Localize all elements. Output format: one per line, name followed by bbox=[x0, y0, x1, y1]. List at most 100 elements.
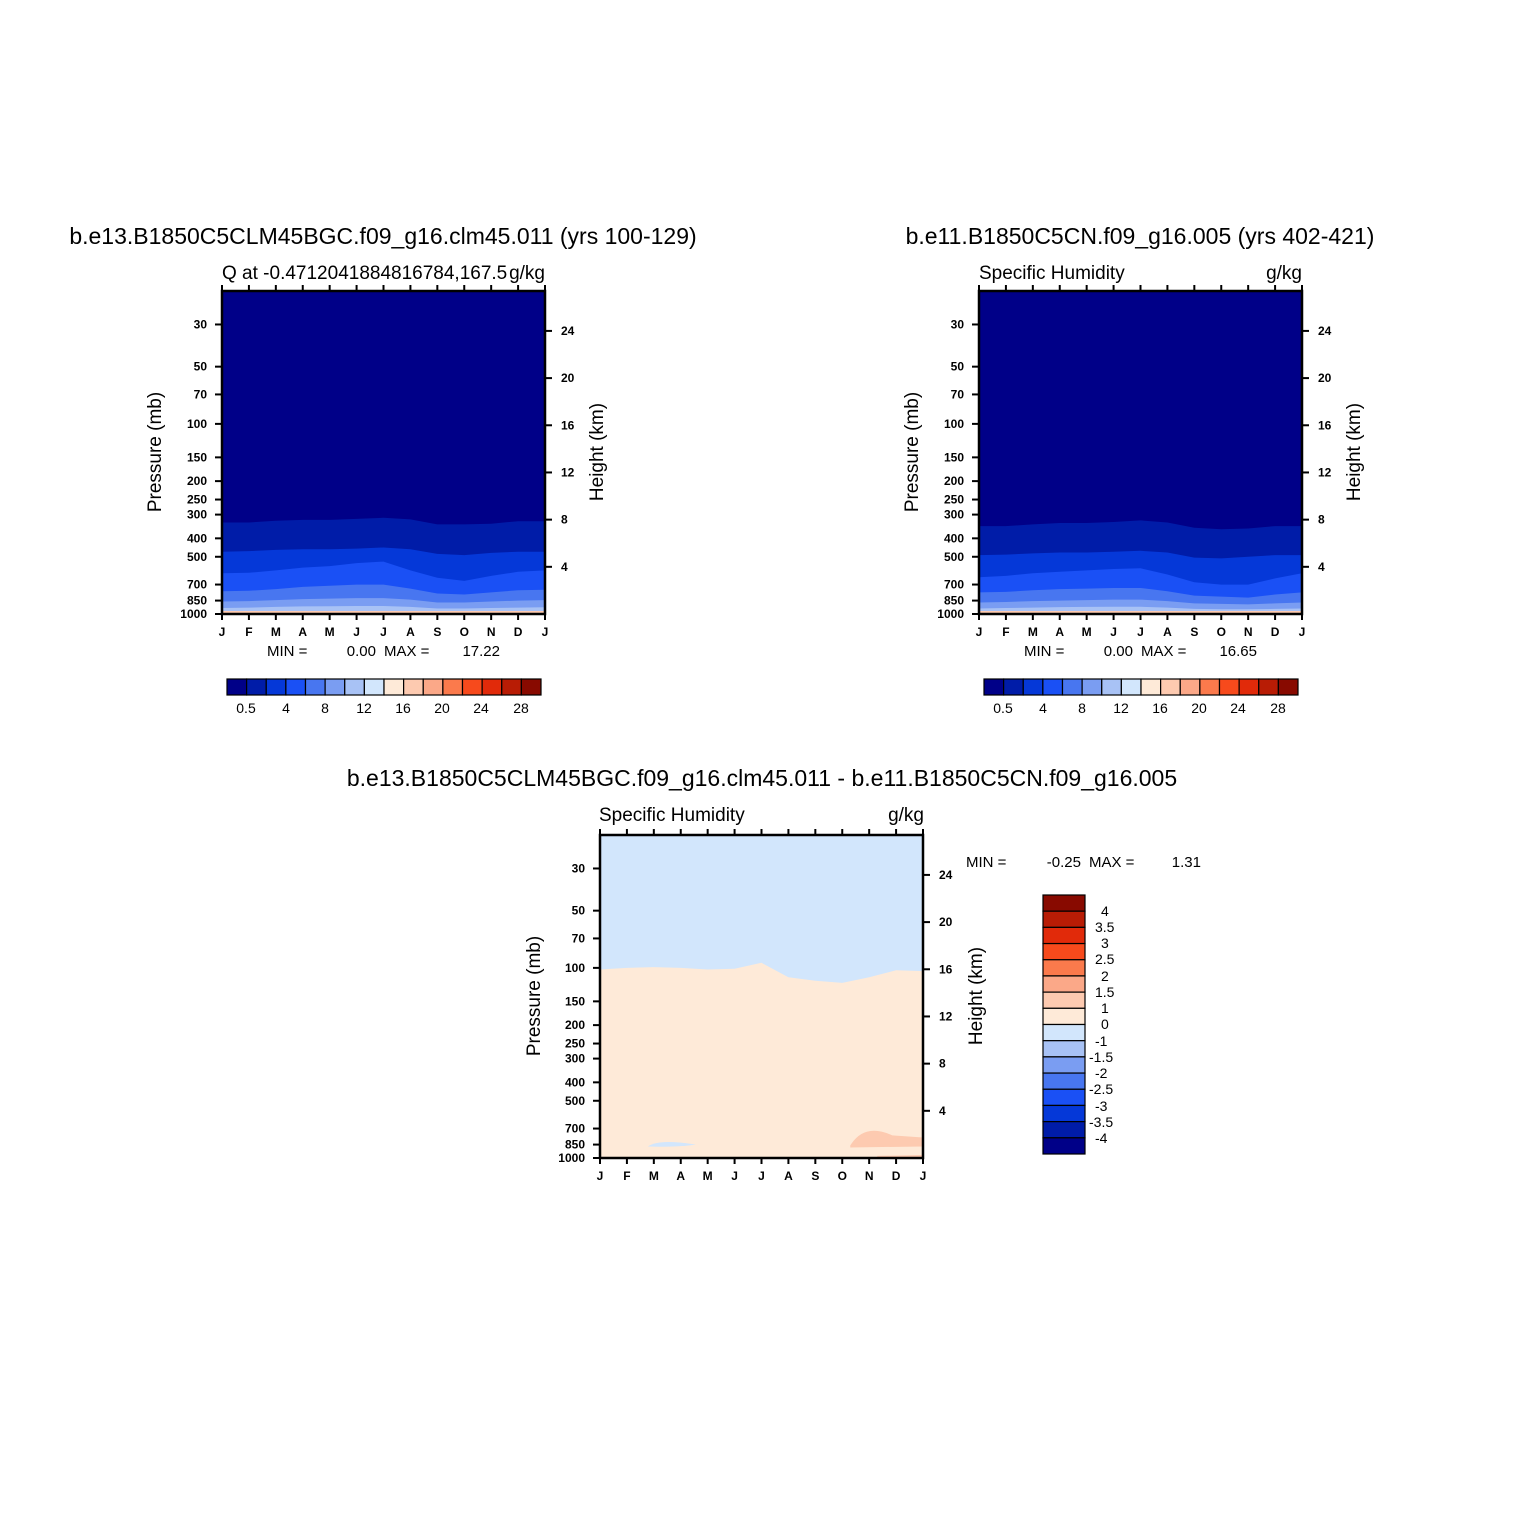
y-tick-label: 250 bbox=[944, 493, 964, 507]
y-tick-label: 1000 bbox=[937, 607, 964, 621]
y-tick-label: 700 bbox=[565, 1122, 585, 1136]
x-tick-label: A bbox=[406, 625, 415, 639]
x-tick-label: N bbox=[487, 625, 496, 639]
colorbar-box bbox=[265, 678, 287, 696]
y-tick-label: 250 bbox=[187, 493, 207, 507]
panel-3-cb-label: -1 bbox=[1095, 1033, 1108, 1049]
panel-3-ylabel-right: Height (km) bbox=[966, 947, 987, 1045]
panel-3-cb-label: 3 bbox=[1101, 935, 1109, 951]
colorbar-box bbox=[1042, 894, 1086, 912]
x-tick-label: D bbox=[1271, 625, 1280, 639]
panel-1-subtitle-right: g/kg bbox=[509, 263, 545, 284]
y-right-tick-label: 24 bbox=[939, 868, 953, 882]
y-tick-label: 200 bbox=[565, 1018, 585, 1032]
panel-2-cb-label: 8 bbox=[1078, 700, 1086, 716]
panel-1-cb-label: 8 bbox=[321, 700, 329, 716]
panel-1-max-label: MAX = bbox=[384, 643, 430, 660]
panel-3-cb-label: 2 bbox=[1101, 968, 1109, 984]
colorbar-box bbox=[1061, 678, 1083, 696]
y-tick-label: 1000 bbox=[180, 607, 207, 621]
colorbar-box bbox=[344, 678, 365, 696]
panel-3-cb-label: -3.5 bbox=[1089, 1114, 1113, 1130]
colorbar-box bbox=[442, 678, 464, 696]
y-tick-label: 300 bbox=[944, 508, 964, 522]
y-right-tick-label: 8 bbox=[939, 1057, 946, 1071]
contour-band bbox=[600, 962, 923, 1158]
colorbar-box bbox=[1258, 678, 1279, 696]
x-tick-label: J bbox=[1299, 625, 1306, 639]
panel-1-cb-label: 28 bbox=[513, 700, 529, 716]
y-right-tick-label: 4 bbox=[561, 560, 568, 574]
colorbar-box bbox=[1042, 1121, 1086, 1139]
colorbar-box bbox=[383, 678, 405, 696]
x-tick-label: A bbox=[298, 625, 307, 639]
panel-2-colorbar-labels: 0.5 4 8 12 16 20 24 28 bbox=[993, 700, 1286, 716]
panel-2-min-label: MIN = bbox=[1024, 643, 1065, 660]
x-tick-label: S bbox=[433, 625, 441, 639]
panel-1-cb-label: 4 bbox=[282, 700, 290, 716]
y-right-tick-label: 12 bbox=[939, 1009, 953, 1023]
panel-2-cb-label: 4 bbox=[1039, 700, 1047, 716]
x-tick-label: J bbox=[976, 625, 983, 639]
colorbar-box bbox=[1042, 942, 1086, 961]
colorbar-box bbox=[1140, 678, 1162, 696]
y-tick-label: 1000 bbox=[558, 1151, 585, 1165]
contour-band bbox=[979, 611, 1302, 614]
panel-2-cb-label: 12 bbox=[1113, 700, 1129, 716]
panel-2-cb-label: 0.5 bbox=[993, 700, 1013, 716]
panel-2-ylabel-right: Height (km) bbox=[1344, 403, 1365, 501]
colorbar-box bbox=[461, 678, 483, 696]
colorbar-box bbox=[1179, 678, 1201, 696]
y-right-tick-label: 4 bbox=[1318, 560, 1325, 574]
panel-3-subtitle-left: Specific Humidity bbox=[599, 805, 745, 826]
y-right-tick-label: 8 bbox=[561, 513, 568, 527]
panel-1-title: b.e13.B1850C5CLM45BGC.f09_g16.clm45.011 … bbox=[69, 223, 696, 249]
y-right-tick-label: 24 bbox=[561, 324, 575, 338]
y-tick-label: 300 bbox=[187, 508, 207, 522]
colorbar-box bbox=[1042, 1072, 1086, 1090]
contour-band bbox=[647, 1141, 696, 1147]
x-tick-label: D bbox=[892, 1169, 901, 1183]
x-tick-label: M bbox=[325, 625, 335, 639]
panel-3-colorbar-labels: 4 3.5 3 2.5 2 1.5 1 0 -1 -1.5 -2 -2.5 -3… bbox=[1089, 903, 1115, 1146]
x-tick-label: M bbox=[1028, 625, 1038, 639]
y-tick-label: 500 bbox=[565, 1094, 585, 1108]
y-tick-label: 100 bbox=[565, 961, 585, 975]
panel-1-colorbar-labels: 0.5 4 8 12 16 20 24 28 bbox=[236, 700, 529, 716]
colorbar-box bbox=[1003, 678, 1024, 696]
panel-1-cb-label: 20 bbox=[434, 700, 450, 716]
x-tick-label: S bbox=[1190, 625, 1198, 639]
y-right-tick-label: 16 bbox=[939, 962, 953, 976]
x-tick-label: S bbox=[811, 1169, 819, 1183]
x-tick-label: J bbox=[758, 1169, 765, 1183]
y-tick-label: 100 bbox=[187, 417, 207, 431]
colorbar-box bbox=[1042, 975, 1086, 993]
panel-3-subtitle-right: g/kg bbox=[888, 805, 924, 826]
y-right-tick-label: 16 bbox=[561, 418, 575, 432]
colorbar-box bbox=[363, 678, 385, 696]
panel-3-cb-label: 2.5 bbox=[1095, 951, 1115, 967]
colorbar-box bbox=[1218, 678, 1240, 696]
panel-3-title: b.e13.B1850C5CLM45BGC.f09_g16.clm45.011 … bbox=[347, 765, 1177, 791]
contour-band bbox=[850, 1130, 923, 1148]
x-tick-label: J bbox=[542, 625, 549, 639]
y-tick-label: 100 bbox=[944, 417, 964, 431]
x-tick-label: O bbox=[460, 625, 469, 639]
panel-2-cb-label: 20 bbox=[1191, 700, 1207, 716]
panel-3-cb-label: -2.5 bbox=[1089, 1081, 1113, 1097]
y-right-tick-label: 16 bbox=[1318, 418, 1332, 432]
colorbar-box bbox=[1042, 959, 1086, 977]
x-tick-label: J bbox=[1137, 625, 1144, 639]
y-right-tick-label: 20 bbox=[939, 915, 953, 929]
x-tick-label: J bbox=[380, 625, 387, 639]
colorbar-box bbox=[1160, 678, 1181, 696]
panel-3-min-label: MIN = bbox=[966, 854, 1007, 871]
x-tick-label: A bbox=[676, 1169, 685, 1183]
panel-3-cb-label: -4 bbox=[1095, 1130, 1108, 1146]
panel-1: b.e13.B1850C5CLM45BGC.f09_g16.clm45.011 … bbox=[69, 223, 696, 716]
y-tick-label: 700 bbox=[187, 578, 207, 592]
colorbar-box bbox=[246, 678, 267, 696]
panel-2-colorbar bbox=[983, 678, 1299, 696]
y-tick-label: 250 bbox=[565, 1037, 585, 1051]
